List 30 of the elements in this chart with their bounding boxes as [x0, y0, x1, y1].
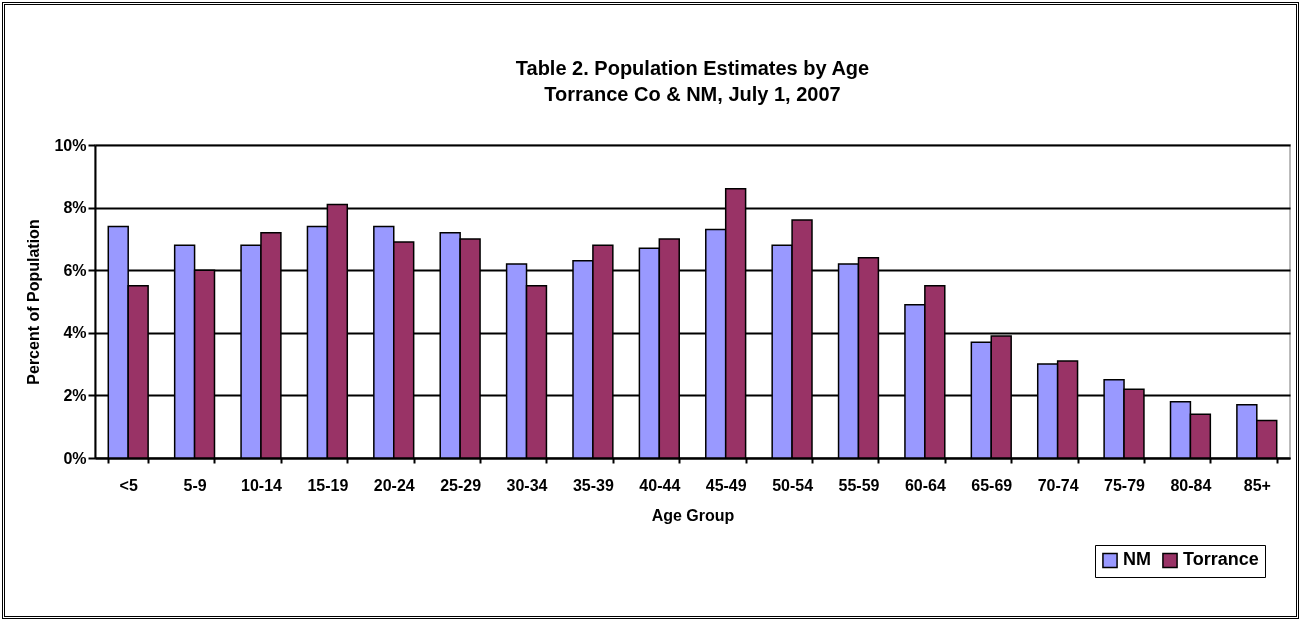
x-tick-label: 40-44	[639, 476, 681, 494]
y-tick-label: 0%	[63, 449, 87, 467]
x-tick-label: 30-34	[506, 476, 548, 494]
x-tick-label: 70-74	[1037, 476, 1079, 494]
chart-title: Table 2. Population Estimates by Age	[515, 57, 870, 79]
x-tick-label: 25-29	[440, 476, 482, 494]
x-tick-label: 65-69	[971, 476, 1013, 494]
x-tick-label: 15-19	[307, 476, 349, 494]
x-tick-label: 55-59	[838, 476, 880, 494]
y-axis-title: Percent of Population	[25, 219, 43, 385]
y-tick-label: 6%	[63, 261, 87, 279]
x-tick-label: 60-64	[904, 476, 946, 494]
x-tick-label: 45-49	[705, 476, 747, 494]
x-tick-label: <5	[119, 476, 138, 494]
x-tick-label: 20-24	[373, 476, 415, 494]
y-tick-label: 4%	[63, 324, 87, 342]
x-tick-label: 5-9	[183, 476, 207, 494]
x-tick-label: 85+	[1243, 476, 1271, 494]
x-axis-title: Age Group	[651, 506, 735, 524]
x-tick-label: 10-14	[241, 476, 283, 494]
y-tick-label: 10%	[54, 136, 87, 154]
chart-subtitle: Torrance Co & NM, July 1, 2007	[544, 83, 841, 105]
y-tick-label: 2%	[63, 386, 87, 404]
y-tick-label: 8%	[63, 199, 87, 217]
legend-label: NM	[1123, 549, 1151, 570]
x-tick-label: 75-79	[1104, 476, 1146, 494]
x-tick-label: 80-84	[1170, 476, 1212, 494]
legend-label: Torrance	[1183, 549, 1259, 570]
x-tick-label: 35-39	[572, 476, 614, 494]
x-tick-label: 50-54	[772, 476, 814, 494]
